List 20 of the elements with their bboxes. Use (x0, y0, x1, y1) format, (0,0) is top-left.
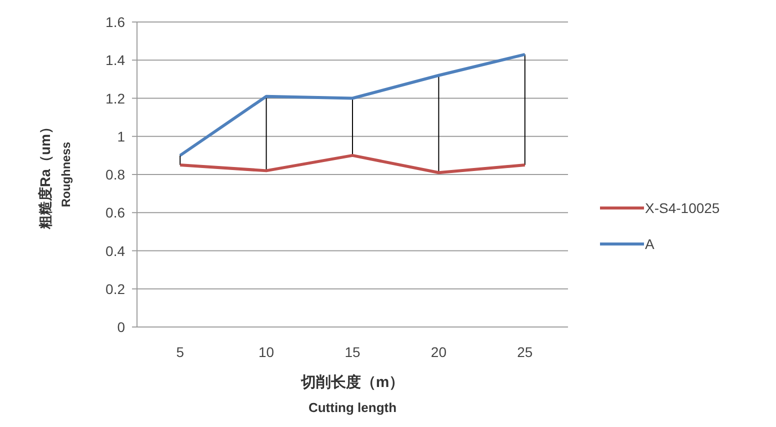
legend-label: A (645, 236, 655, 252)
line-series (178, 154, 526, 174)
y-tick-label: 0.2 (106, 280, 126, 297)
x-tick-label: 5 (176, 344, 184, 360)
x-tick-label: 15 (344, 344, 360, 360)
y-tick-label: 1.4 (106, 52, 126, 68)
x-axis-title: 切削长度（m） Cutting length (300, 373, 404, 415)
legend-label: X-S4-10025 (645, 200, 720, 216)
y-tick-label: 0 (117, 319, 126, 335)
y-axis-title: 粗糙度Ra（um） Roughness (37, 120, 73, 230)
line-series (178, 52, 526, 157)
y-tick-label: 1 (117, 128, 126, 144)
x-tick-label: 25 (517, 344, 533, 360)
y-tick-label: 0.6 (106, 204, 126, 221)
y-tick-label: 1.2 (106, 90, 126, 106)
x-tick-label: 20 (430, 344, 447, 360)
y-tick-label: 1.6 (106, 14, 126, 30)
y-tick-label: 0.8 (106, 166, 126, 182)
y-tick-label: 0.4 (106, 242, 126, 259)
x-tick-label: 10 (258, 344, 274, 360)
